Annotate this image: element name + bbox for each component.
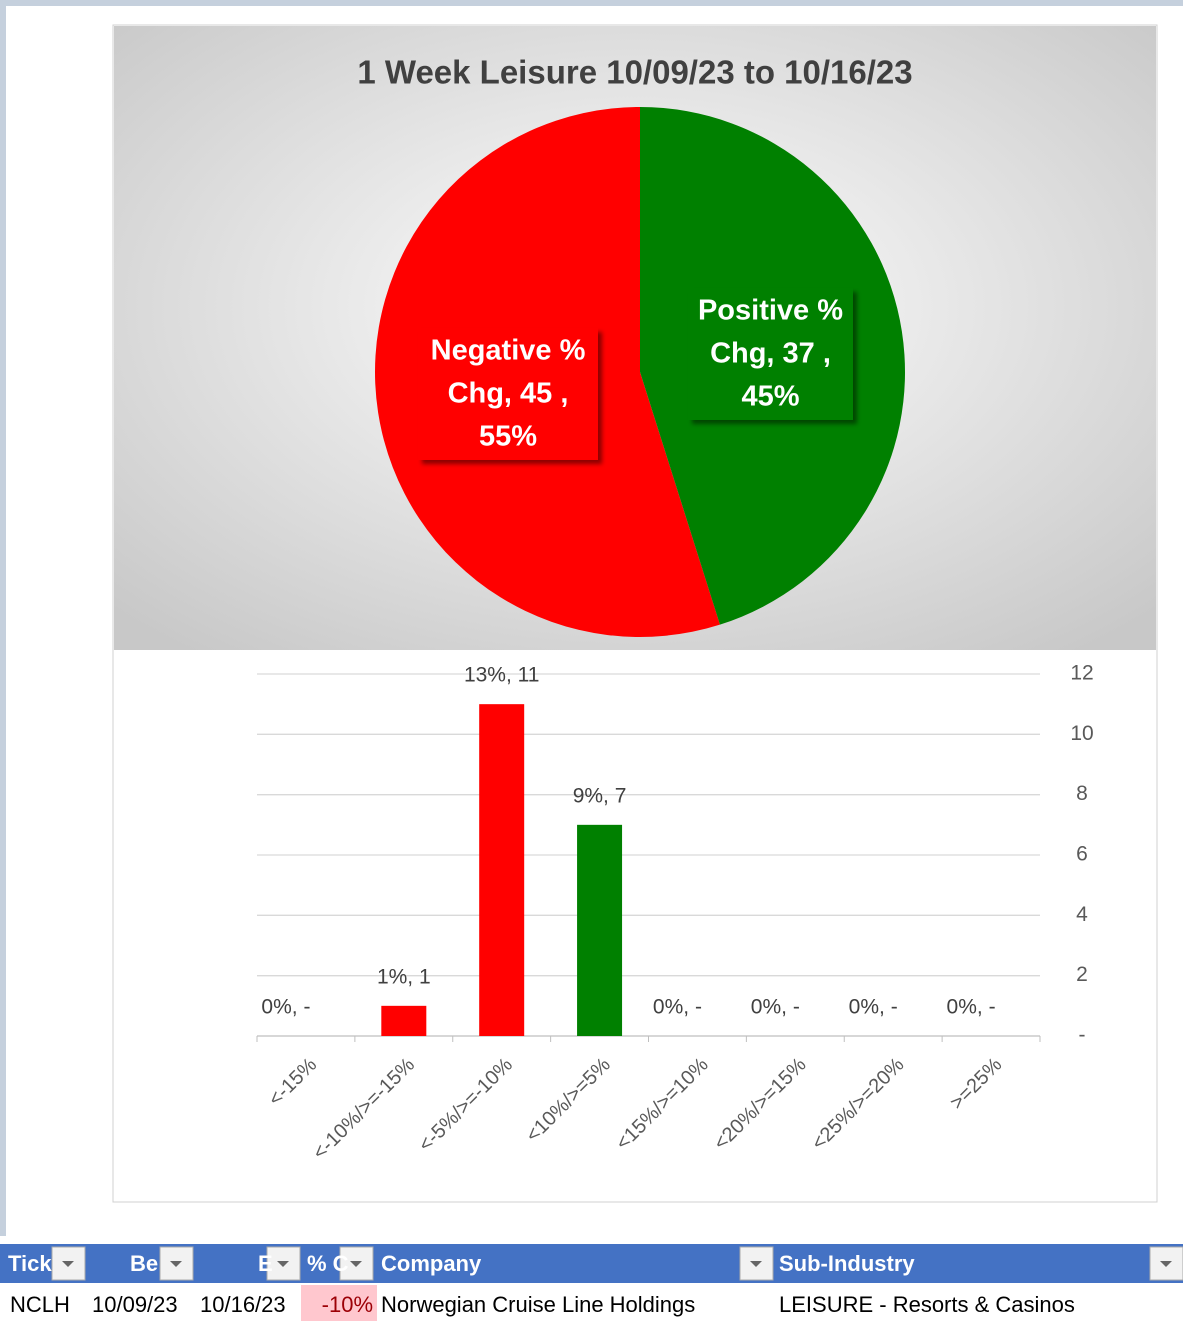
chart-title: 1 Week Leisure 10/09/23 to 10/16/23 — [357, 54, 912, 91]
table-cell: 10/16/23 — [200, 1292, 286, 1317]
data-label: 0%, - — [849, 996, 898, 1019]
data-label: 0%, - — [947, 996, 996, 1019]
data-label: 45% — [741, 381, 799, 413]
column-header: Be — [130, 1251, 158, 1276]
negative-cell — [301, 1285, 377, 1321]
column-header: % C — [307, 1251, 349, 1276]
y-tick-label: 12 — [1070, 662, 1093, 685]
data-label: Positive % — [698, 295, 843, 327]
column-header: Tick — [8, 1251, 52, 1276]
column-header: E — [258, 1251, 273, 1276]
y-tick-label: 2 — [1076, 963, 1088, 986]
data-label: 0%, - — [261, 996, 310, 1019]
y-tick-label: 4 — [1076, 903, 1088, 926]
data-label: 1%, 1 — [377, 965, 431, 988]
data-label-box — [688, 288, 853, 420]
data-label: Chg, 45 , — [448, 378, 569, 410]
data-label: 9%, 7 — [573, 784, 627, 807]
filter-button[interactable] — [739, 1246, 774, 1281]
table-cell: NCLH — [10, 1292, 70, 1317]
column-header: Company — [381, 1251, 482, 1276]
bar — [381, 1005, 427, 1036]
top-border — [0, 0, 1183, 6]
data-label-box — [418, 328, 598, 460]
column-header: Sub-Industry — [779, 1251, 915, 1276]
data-label: 55% — [479, 421, 537, 453]
bar — [479, 704, 525, 1036]
table-cell: 10/09/23 — [92, 1292, 178, 1317]
bar — [577, 824, 623, 1036]
chart-layer: Negative % Chg, 45 , 55% Positive % Chg, 37 … — [256, 107, 1094, 1164]
left-border — [0, 0, 6, 1236]
y-tick-label: - — [1079, 1024, 1086, 1047]
y-tick-label: 8 — [1076, 782, 1088, 805]
table-header — [0, 1244, 1183, 1283]
data-label: 13%, 11 — [464, 664, 540, 687]
data-label: 0%, - — [653, 996, 702, 1019]
data-label: Negative % — [431, 335, 586, 367]
table-cell: Norwegian Cruise Line Holdings — [381, 1292, 695, 1317]
y-tick-label: 10 — [1070, 722, 1093, 745]
filter-buttons — [51, 1246, 1183, 1281]
y-tick-label: 6 — [1076, 843, 1088, 866]
data-label: 0%, - — [751, 996, 800, 1019]
data-label: Chg, 37 , — [710, 338, 831, 370]
table-cell: LEISURE - Resorts & Casinos — [779, 1292, 1075, 1317]
table-cell: -10% — [322, 1292, 373, 1317]
